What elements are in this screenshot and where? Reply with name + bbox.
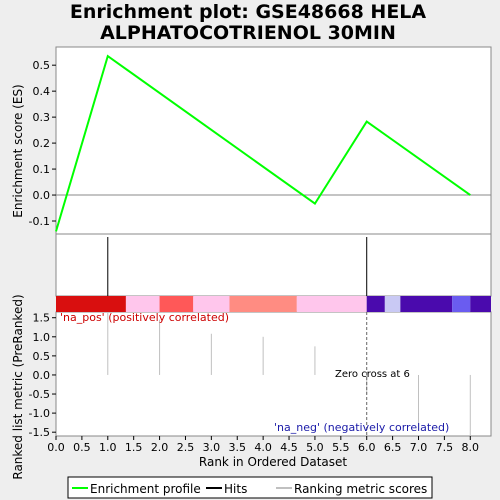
- x-tick-label-4: 2.0: [151, 441, 169, 454]
- x-tick-label-9: 4.5: [280, 441, 298, 454]
- hits-panel: [56, 234, 491, 296]
- color-bar-segment-0: [56, 296, 126, 312]
- pos-annotation: 'na_pos' (positively correlated): [60, 311, 229, 324]
- color-bar-segment-8: [400, 296, 452, 312]
- metric-y-tick-label-3: 0.0: [33, 369, 51, 382]
- es-y-tick-label-4: 0.1: [33, 163, 51, 176]
- x-tick-label-0: 0.0: [47, 441, 65, 454]
- metric-y-tick-label-1: 1.0: [33, 331, 51, 344]
- color-bar-segment-4: [229, 296, 296, 312]
- neg-annotation: 'na_neg' (negatively correlated): [274, 421, 449, 434]
- metric-y-ticks: 1.5 1.0 0.5 0.0 -0.5 -1.0 -1.5: [29, 312, 56, 439]
- x-tick-label-12: 6.0: [358, 441, 376, 454]
- legend-label-hits: Hits: [224, 482, 247, 496]
- color-bar-segment-2: [160, 296, 194, 312]
- x-tick-label-14: 7.0: [410, 441, 428, 454]
- es-y-tick-label-2: 0.3: [33, 111, 51, 124]
- color-bar-segment-10: [470, 296, 491, 312]
- x-tick-label-8: 4.0: [254, 441, 272, 454]
- color-bar-segment-7: [385, 296, 401, 312]
- x-tick-label-1: 0.5: [73, 441, 91, 454]
- color-bar-segment-1: [126, 296, 160, 312]
- chart-title-line2: ALPHATOCOTRIENOL 30MIN: [100, 22, 396, 44]
- color-bar-segment-3: [193, 296, 229, 312]
- color-bar-segment-6: [367, 296, 385, 312]
- x-tick-label-15: 7.5: [436, 441, 454, 454]
- metric-y-tick-label-6: -1.5: [29, 426, 50, 439]
- legend-label-enrichment: Enrichment profile: [90, 482, 201, 496]
- es-panel: [56, 47, 491, 234]
- metric-y-tick-label-5: -1.0: [29, 407, 50, 420]
- metric-y-axis-label: Ranked list metric (PreRanked): [11, 294, 25, 479]
- x-tick-label-6: 3.0: [203, 441, 221, 454]
- x-tick-label-16: 8.0: [462, 441, 480, 454]
- es-y-tick-label-6: -0.1: [29, 215, 50, 228]
- chart-title-line1: Enrichment plot: GSE48668 HELA: [70, 1, 427, 23]
- x-ticks: 0.0 0.5 1.0 1.5 2.0 2.5 3.0 3.5 4.0 4.5 5.0 5.5 6.0 6…: [47, 436, 479, 454]
- x-axis-label: Rank in Ordered Dataset: [199, 455, 347, 469]
- es-y-axis-label: Enrichment score (ES): [11, 84, 25, 217]
- es-y-tick-label-0: 0.5: [33, 59, 51, 72]
- x-tick-label-5: 2.5: [177, 441, 195, 454]
- x-tick-label-10: 5.0: [306, 441, 324, 454]
- metric-y-tick-label-2: 0.5: [33, 350, 51, 363]
- x-tick-label-3: 1.5: [125, 441, 143, 454]
- es-y-tick-label-1: 0.4: [33, 85, 51, 98]
- legend-label-metric: Ranking metric scores: [294, 482, 427, 496]
- x-tick-label-13: 6.5: [384, 441, 402, 454]
- metric-panel: [56, 312, 491, 436]
- color-bar-segment-5: [297, 296, 367, 312]
- metric-y-tick-label-4: -0.5: [29, 388, 50, 401]
- es-y-tick-label-3: 0.2: [33, 137, 51, 150]
- x-tick-label-11: 5.5: [332, 441, 350, 454]
- es-y-ticks: 0.5 0.4 0.3 0.2 0.1 0.0 -0.1: [29, 59, 56, 228]
- x-tick-label-2: 1.0: [99, 441, 117, 454]
- es-y-tick-label-5: 0.0: [33, 189, 51, 202]
- metric-y-tick-label-0: 1.5: [33, 312, 51, 325]
- color-bar-segment-9: [452, 296, 470, 312]
- color-bar: [56, 296, 491, 312]
- x-tick-label-7: 3.5: [229, 441, 247, 454]
- zero-cross-label: Zero cross at 6: [335, 369, 410, 380]
